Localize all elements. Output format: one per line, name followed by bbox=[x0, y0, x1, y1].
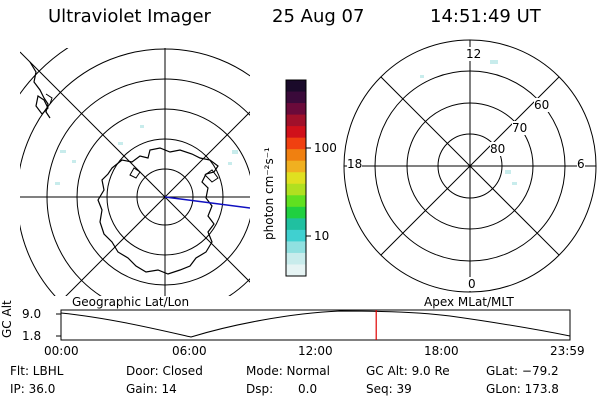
gc-alt-info: GC Alt: 9.0 Re bbox=[366, 364, 450, 378]
timeline-xtick-1200: 12:00 bbox=[298, 344, 333, 358]
date-label: 25 Aug 07 bbox=[272, 6, 365, 27]
glon-info: GLon: 173.8 bbox=[486, 382, 559, 396]
dsp-label: Dsp: bbox=[246, 382, 274, 396]
altitude-timeline bbox=[56, 309, 571, 341]
color-bar-segment bbox=[286, 149, 306, 162]
altitude-curve bbox=[60, 310, 571, 338]
color-bar-segment bbox=[286, 80, 306, 93]
antarctica-outline bbox=[97, 147, 219, 275]
color-bar-segment bbox=[286, 126, 306, 139]
color-bar-segment bbox=[286, 172, 306, 185]
color-bar-segment bbox=[286, 103, 306, 116]
geographic-map bbox=[20, 48, 250, 296]
color-bar-segment bbox=[286, 114, 306, 127]
color-bar-segment bbox=[286, 218, 306, 231]
colorbar-unit-label: photon cm⁻²s⁻¹ bbox=[262, 147, 276, 240]
coastline-fragment bbox=[29, 61, 51, 119]
timeline-xtick-1800: 18:00 bbox=[424, 344, 459, 358]
mlat-label-60: 60 bbox=[534, 98, 550, 112]
color-bar-segment bbox=[286, 160, 306, 173]
color-bar-border bbox=[285, 79, 307, 277]
instrument-title: Ultraviolet Imager bbox=[48, 6, 211, 27]
color-bar-segment bbox=[286, 195, 306, 208]
glat-info: GLat: −79.2 bbox=[486, 364, 559, 378]
timeline-ytick-low: 1.8 bbox=[22, 329, 42, 343]
apex-map-label: Apex MLat/MLT bbox=[424, 295, 514, 309]
mode-info: Mode: Normal bbox=[246, 364, 330, 378]
geographic-map-label: Geographic Lat/Lon bbox=[72, 295, 190, 309]
color-bar-segment bbox=[286, 229, 306, 242]
colorbar-tick-10: 10 bbox=[314, 229, 330, 243]
filter-info: Flt: LBHL bbox=[10, 364, 64, 378]
timeline-ylabel: GC Alt bbox=[0, 300, 14, 338]
color-bar bbox=[285, 79, 307, 277]
color-bar-segment bbox=[286, 137, 306, 150]
time-label: 14:51:49 UT bbox=[430, 6, 541, 27]
colorbar-tick-100: 100 bbox=[314, 141, 337, 155]
color-bar-segment bbox=[286, 264, 306, 277]
color-bar-segment bbox=[286, 252, 306, 265]
timeline-xtick-0000: 00:00 bbox=[44, 344, 79, 358]
ip-info: IP: 36.0 bbox=[10, 382, 56, 396]
mlat-label-80: 80 bbox=[490, 142, 506, 156]
apex-polar-plot bbox=[343, 39, 597, 293]
timeline-ytick-high: 9.0 bbox=[22, 307, 42, 321]
timeline-xtick-0600: 06:00 bbox=[172, 344, 207, 358]
color-bar-segment bbox=[286, 206, 306, 219]
door-info: Door: Closed bbox=[126, 364, 203, 378]
mlt-label-0: 0 bbox=[468, 277, 476, 291]
seq-info: Seq: 39 bbox=[366, 382, 412, 396]
mlt-label-12: 12 bbox=[466, 47, 482, 61]
color-bar-segment bbox=[286, 241, 306, 254]
dsp-value: 0.0 bbox=[298, 382, 318, 396]
color-bar-ticks bbox=[306, 147, 311, 237]
color-bar-segment bbox=[286, 91, 306, 104]
mlat-label-70: 70 bbox=[512, 121, 528, 135]
orbit-track-line bbox=[164, 196, 250, 209]
color-bar-segment bbox=[286, 183, 306, 196]
mlt-label-6: 6 bbox=[577, 157, 585, 171]
gain-info: Gain: 14 bbox=[126, 382, 177, 396]
mlt-label-18: 18 bbox=[347, 157, 363, 171]
timeline-xtick-2359: 23:59 bbox=[550, 344, 585, 358]
